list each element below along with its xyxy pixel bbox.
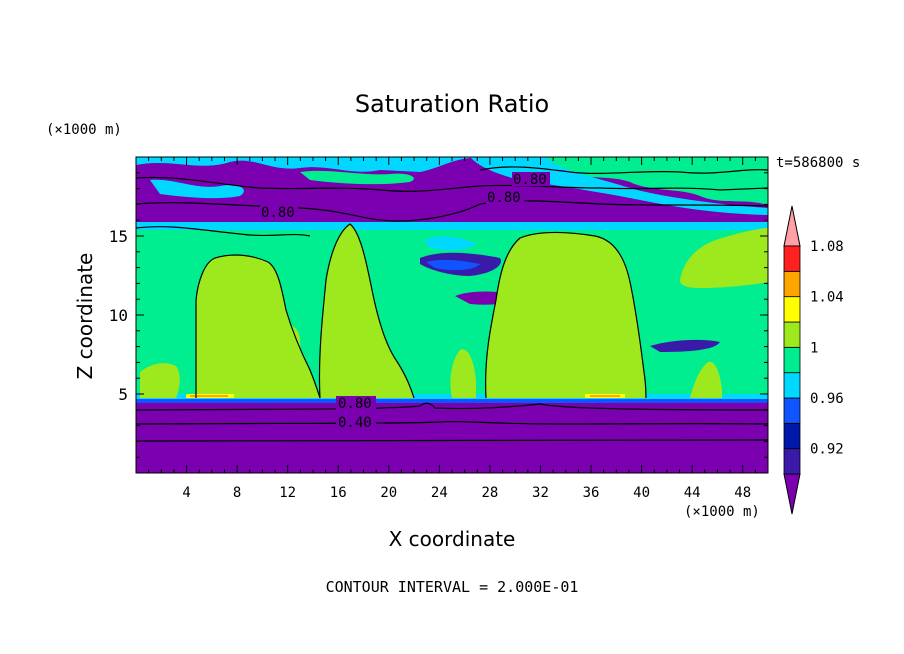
- contour-line-lower-3: [136, 439, 768, 442]
- y-tick-label: 5: [118, 385, 128, 404]
- x-tick-label: 12: [279, 485, 296, 501]
- colorbar-bin: [783, 397, 801, 424]
- cloud-region-3b: [450, 349, 476, 398]
- colorbar-bin: [783, 296, 801, 323]
- x-axis-title: X coordinate: [389, 527, 516, 551]
- contour-plot-area: 0.80 0.80 0.80 0.80 0.40: [136, 157, 768, 473]
- colorbar-tick-label: 0.92: [810, 442, 844, 458]
- peak-region-2-core: [590, 395, 620, 397]
- contour-label-4: 0.80: [338, 396, 372, 412]
- contour-line-cloud-3: [485, 231, 647, 399]
- dry-pocket-7: [426, 259, 480, 271]
- time-label: t=586800 s: [776, 155, 860, 171]
- cloud-region-6: [140, 363, 180, 398]
- colorbar-bin: [783, 245, 801, 272]
- colorbar-tick-label: 1: [810, 340, 818, 356]
- colorbar-tick-label: 1.04: [810, 290, 844, 306]
- x-tick-label: 28: [481, 485, 498, 501]
- cloud-region-2: [319, 224, 414, 398]
- x-tick-label: 8: [233, 485, 241, 501]
- x-tick-label: 16: [330, 485, 347, 501]
- colorbar-bin: [783, 448, 801, 475]
- colorbar-bin: [783, 270, 801, 298]
- y-tick-label: 15: [109, 227, 128, 246]
- y-tick-label: 10: [109, 306, 128, 325]
- colorbar-extend-max: [783, 205, 801, 247]
- colorbar-extend-min: [783, 473, 801, 515]
- contour-label-2: 0.80: [487, 190, 521, 206]
- dry-pocket-3: [650, 339, 720, 352]
- contour-label-5: 0.40: [338, 415, 372, 431]
- contour-line-lower-1: [136, 402, 768, 411]
- contour-label-3: 0.80: [261, 205, 295, 221]
- cloud-region-3: [485, 232, 646, 398]
- upper-wisp-5: [300, 170, 414, 185]
- upper-wisp-3: [470, 157, 768, 215]
- colorbar-bin: [783, 372, 801, 399]
- contour-interval-note: CONTOUR INTERVAL = 2.000E-01: [326, 578, 579, 596]
- x-tick-label: 44: [684, 485, 701, 501]
- colorbar-tick-label: 1.08: [810, 239, 844, 255]
- contour-line-cloud-1: [195, 254, 321, 399]
- x-tick-label: 24: [431, 485, 448, 501]
- upper-wisp-4: [150, 179, 244, 199]
- upper-wisp-2: [545, 157, 768, 205]
- cloud-region-4: [680, 228, 768, 288]
- colorbar-bin: [783, 422, 801, 450]
- contour-line-upper-1: [136, 176, 768, 192]
- x-tick-label: 4: [182, 485, 190, 501]
- region-lower-dry-layer: [136, 401, 768, 473]
- x-tick-label: 20: [380, 485, 397, 501]
- peak-region-1-core: [190, 395, 228, 397]
- x-tick-label: 36: [583, 485, 600, 501]
- x-tick-label: 40: [633, 485, 650, 501]
- band-blue-lower: [136, 399, 768, 403]
- contour-line-upper-4: [479, 166, 768, 175]
- dry-pocket-6: [424, 236, 476, 251]
- contour-line-upper-3: [136, 226, 311, 237]
- contour-line-cloud-2: [318, 223, 415, 399]
- band-cyan-upper: [136, 222, 768, 230]
- colorbar-tick-label: 0.96: [810, 391, 844, 407]
- y-axis: 5 10 15: [109, 172, 768, 458]
- x-unit-label: (×1000 m): [684, 504, 760, 520]
- chart-title: Saturation Ratio: [355, 90, 549, 118]
- contour-line-lower-2: [136, 420, 768, 425]
- y-axis-title: Z coordinate: [73, 253, 97, 380]
- colorbar-bin: [783, 346, 801, 374]
- x-tick-label: 48: [734, 485, 751, 501]
- cloud-region-5: [690, 361, 722, 398]
- x-axis: 4 8 12 16 20 24 28 32 36 40 44 48: [148, 157, 756, 501]
- colorbar-bin: [783, 321, 801, 348]
- contour-label-1: 0.80: [513, 172, 547, 188]
- upper-wisp-1: [136, 157, 470, 172]
- x-tick-label: 32: [532, 485, 549, 501]
- cloud-region-1b: [230, 345, 263, 398]
- y-unit-label: (×1000 m): [46, 122, 122, 138]
- colorbar: 0.92 0.96 1 1.04 1.08: [783, 205, 844, 515]
